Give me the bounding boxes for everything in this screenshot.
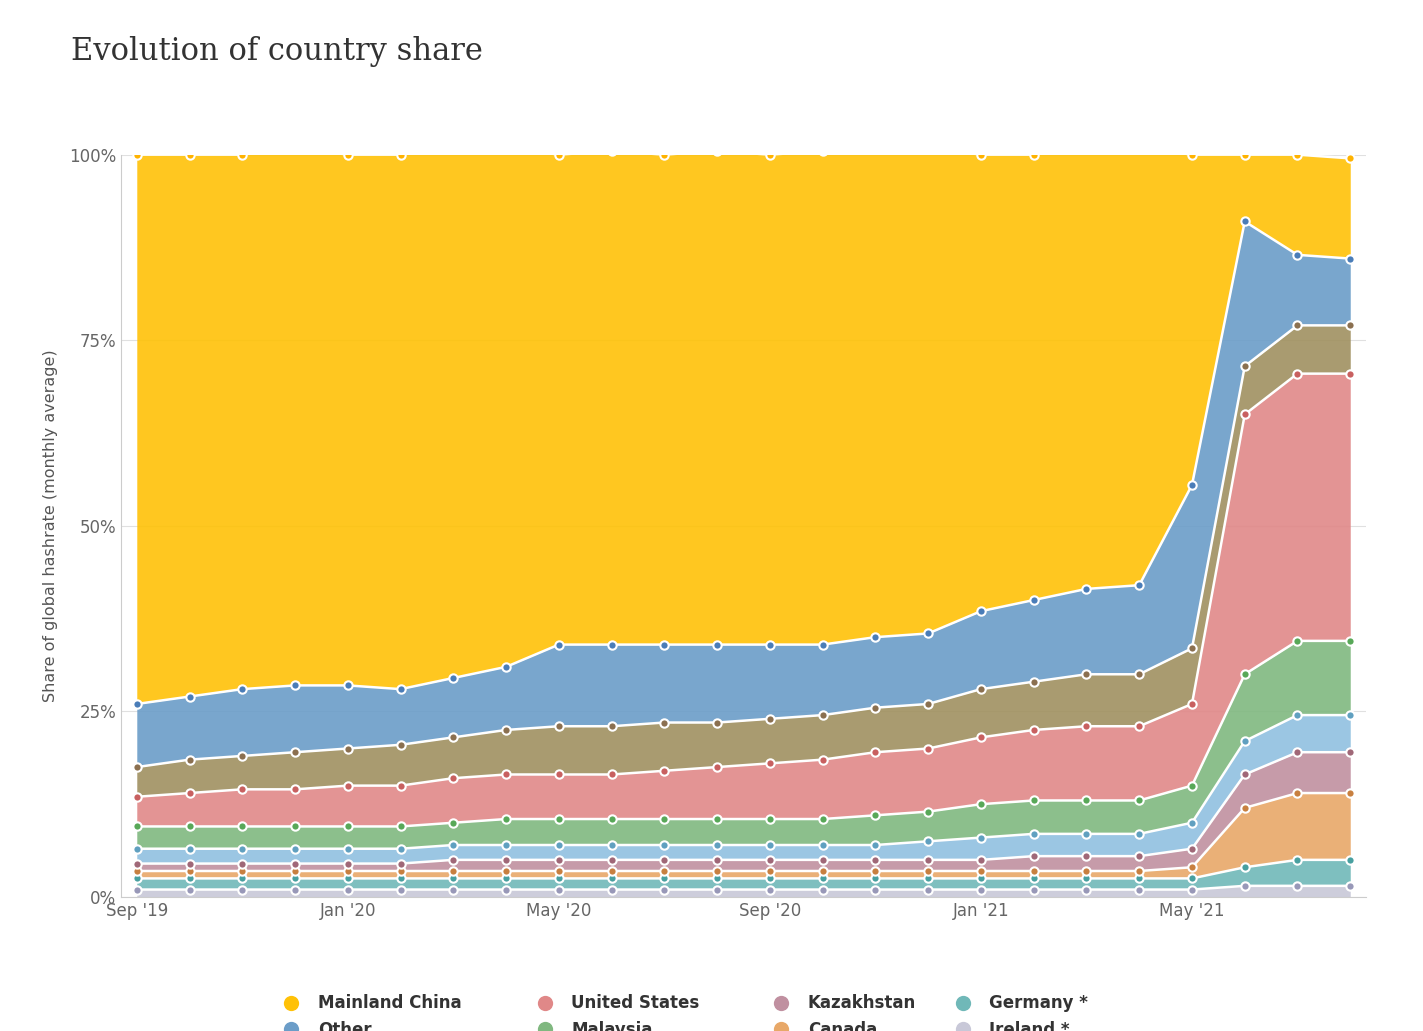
Text: Evolution of country share: Evolution of country share: [71, 36, 482, 67]
Y-axis label: Share of global hashrate (monthly average): Share of global hashrate (monthly averag…: [43, 350, 58, 702]
Legend: Mainland China, Other, Russian Federation, United States, Malaysia, Iran, Islami: Mainland China, Other, Russian Federatio…: [275, 994, 1089, 1031]
